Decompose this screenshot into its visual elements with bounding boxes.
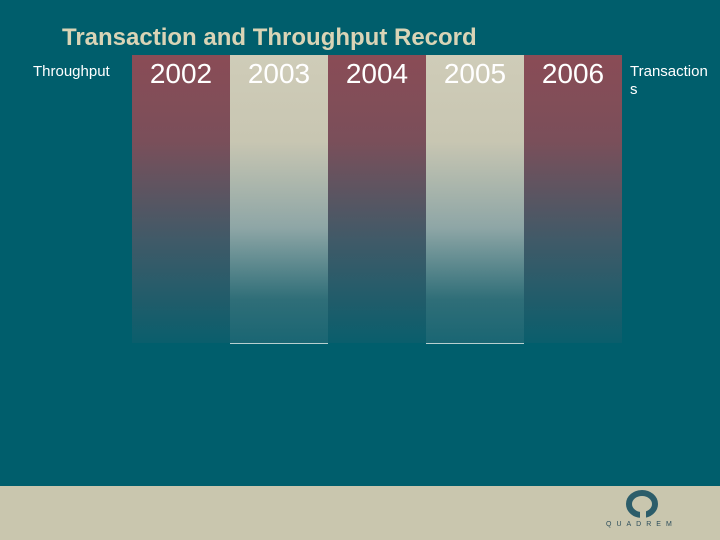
column <box>328 55 426 343</box>
left-label: Throughput <box>33 63 110 80</box>
title: Transaction and Throughput Record <box>62 24 477 51</box>
year-label: 2005 <box>443 58 507 89</box>
logo-text: QUADREM <box>606 521 677 528</box>
year-label: 2004 <box>345 58 409 89</box>
logo-mark <box>626 490 658 518</box>
column <box>132 55 230 343</box>
right-label: Transactions <box>630 63 708 98</box>
footer <box>0 486 720 540</box>
year-label: 2006 <box>541 58 605 89</box>
year-label: 2002 <box>149 58 213 89</box>
column <box>230 55 328 344</box>
column <box>426 55 524 344</box>
year-label: 2003 <box>247 58 311 89</box>
column <box>524 55 622 343</box>
